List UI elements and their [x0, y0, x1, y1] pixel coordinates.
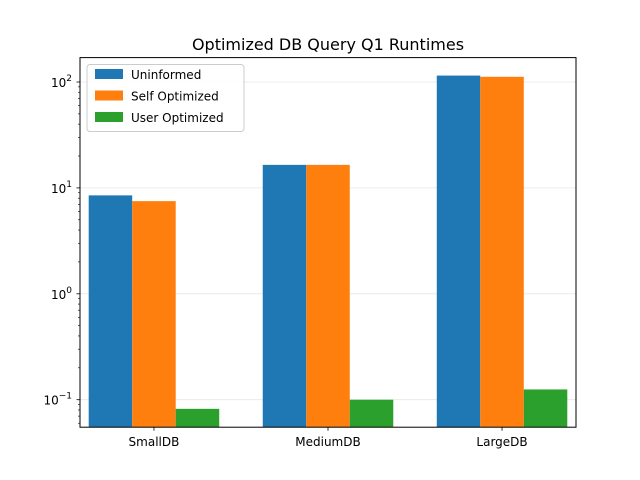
legend-box — [86, 64, 245, 132]
legend-swatch — [95, 69, 123, 79]
bar-user-optimized-mediumdb — [349, 399, 394, 428]
bar-self-optimized-smalldb — [132, 201, 176, 428]
y-tick-label: 101 — [51, 180, 72, 196]
legend-swatch — [95, 112, 123, 122]
x-tick-label: SmallDB — [129, 435, 180, 449]
legend-swatch — [95, 90, 123, 101]
y-tick-label: 100 — [51, 286, 72, 302]
bars — [88, 75, 568, 428]
axes: SmallDB MediumDB LargeDB 10−1 100 101 102 — [43, 74, 527, 449]
chart-title: Optimized DB Query Q1 Runtimes — [192, 35, 464, 54]
bar-self-optimized-mediumdb — [306, 164, 350, 428]
y-tick-label: 102 — [51, 74, 72, 90]
bar-uninformed-mediumdb — [262, 164, 307, 428]
x-tick-label: MediumDB — [295, 435, 360, 449]
bar-self-optimized-largedb — [480, 76, 524, 428]
legend: Uninformed Self Optimized User Optimized — [86, 64, 245, 132]
legend-label: Uninformed — [131, 68, 201, 82]
bar-uninformed-smalldb — [88, 195, 133, 428]
bar-user-optimized-smalldb — [175, 408, 220, 428]
bar-uninformed-largedb — [436, 75, 481, 428]
legend-label: User Optimized — [131, 111, 224, 125]
y-tick-label: 10−1 — [43, 392, 72, 408]
bar-user-optimized-largedb — [523, 389, 568, 428]
legend-label: Self Optimized — [131, 90, 219, 104]
x-tick-label: LargeDB — [476, 435, 527, 449]
